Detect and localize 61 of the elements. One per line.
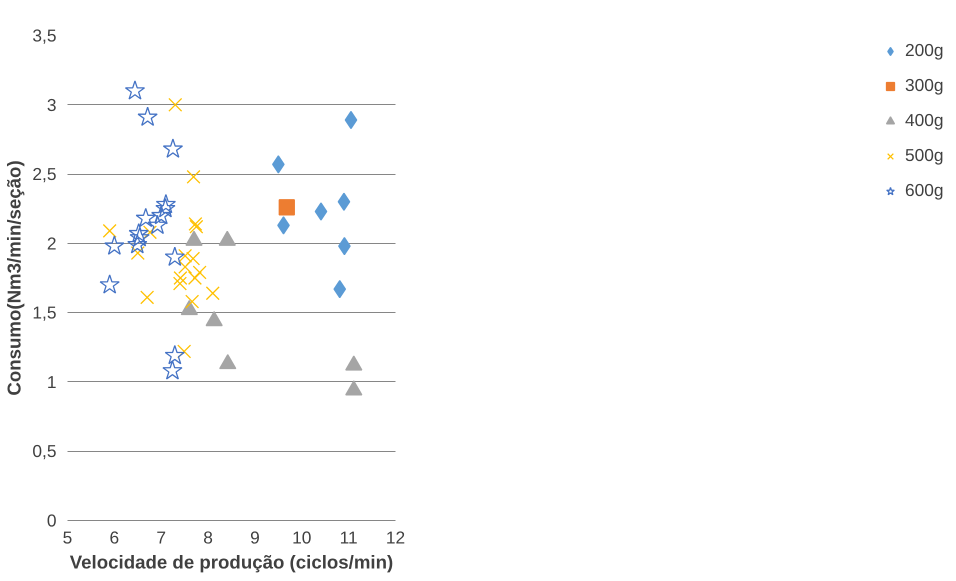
x-tick-label: 6 (110, 528, 120, 548)
x-tick-label: 5 (62, 528, 72, 548)
point (192, 265, 207, 280)
point (186, 252, 200, 266)
y-tick-label: 1,5 (32, 302, 57, 323)
y-tick-label: 0,5 (32, 441, 57, 462)
x-tick-label: 12 (386, 528, 406, 548)
point (206, 286, 220, 300)
point (142, 225, 157, 240)
point (124, 80, 146, 100)
x-tick-label: 10 (292, 528, 312, 548)
point (140, 290, 154, 304)
legend-label: 600g (905, 180, 945, 201)
y-tick-label: 0 (46, 510, 57, 530)
point (188, 216, 202, 231)
x-tick-label: 7 (156, 528, 166, 548)
point (156, 194, 176, 214)
legend-label: 200g (905, 40, 945, 61)
point (177, 344, 192, 358)
point (164, 246, 185, 266)
point (277, 216, 290, 234)
point (172, 276, 187, 291)
point (162, 360, 183, 380)
point (219, 354, 236, 370)
point (102, 224, 117, 238)
point (333, 280, 346, 298)
y-axis-title: Consumo(Nm3/min/seção) (3, 160, 24, 396)
x-tick-label: 11 (340, 528, 358, 548)
point (345, 380, 362, 396)
y-tick-label: 2 (46, 233, 57, 254)
x-tick-label: 8 (203, 528, 213, 548)
point (178, 260, 192, 274)
point (104, 235, 125, 255)
x-tick-label: 9 (250, 528, 260, 548)
point (164, 344, 185, 364)
point (151, 204, 172, 224)
point (189, 220, 204, 234)
point (100, 274, 120, 294)
y-tick-label: 1 (46, 372, 57, 392)
point (136, 208, 156, 228)
point (338, 192, 350, 211)
point (185, 294, 200, 309)
point (128, 223, 149, 242)
legend-label: 400g (905, 110, 945, 131)
point (178, 248, 192, 263)
legend-label: 500g (905, 145, 945, 166)
point (168, 98, 182, 112)
y-tick-label: 3 (46, 94, 57, 115)
legend-label: 300g (905, 75, 945, 96)
point (155, 198, 176, 218)
point (127, 234, 148, 254)
point (130, 246, 145, 260)
point (130, 227, 150, 247)
y-tick-label: 2,5 (32, 164, 57, 184)
point (147, 214, 168, 234)
point (278, 199, 295, 216)
point (162, 138, 184, 158)
x-axis-title: Velocidade de produção (ciclos/min) (70, 552, 394, 572)
point (186, 170, 201, 184)
y-tick-label: 3,5 (32, 26, 57, 46)
point (137, 106, 158, 126)
